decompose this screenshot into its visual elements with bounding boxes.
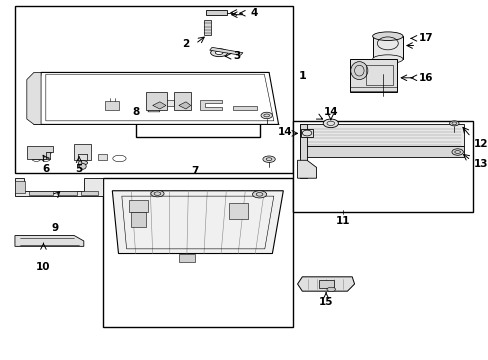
Ellipse shape [150, 190, 164, 197]
Polygon shape [299, 125, 463, 146]
Polygon shape [206, 10, 227, 15]
Bar [162, 100, 174, 107]
Bar [366, 65, 392, 85]
Ellipse shape [263, 156, 275, 162]
Bar [318, 280, 333, 288]
Text: 6: 6 [42, 164, 49, 174]
Polygon shape [145, 92, 166, 110]
Polygon shape [200, 100, 221, 110]
Text: 5: 5 [75, 164, 82, 174]
Ellipse shape [40, 149, 51, 155]
Ellipse shape [451, 149, 463, 155]
Ellipse shape [326, 287, 335, 292]
Bar [292, 121, 472, 212]
Ellipse shape [261, 112, 272, 119]
Ellipse shape [350, 62, 367, 80]
Bar [98, 154, 106, 160]
Text: 11: 11 [335, 216, 349, 226]
Ellipse shape [323, 119, 338, 128]
Polygon shape [228, 203, 247, 220]
Bar [41, 152, 50, 159]
Bar [372, 36, 402, 59]
Text: 17: 17 [418, 33, 432, 43]
Polygon shape [299, 146, 463, 157]
Polygon shape [179, 102, 190, 109]
Polygon shape [203, 20, 211, 35]
Bar [136, 89, 259, 137]
Polygon shape [148, 99, 160, 112]
Polygon shape [27, 72, 41, 125]
Text: 14: 14 [323, 107, 338, 117]
Text: 9: 9 [52, 223, 59, 233]
Ellipse shape [31, 149, 42, 155]
Polygon shape [349, 59, 397, 92]
Polygon shape [27, 146, 53, 159]
Polygon shape [105, 101, 119, 110]
Bar [301, 129, 313, 137]
Ellipse shape [372, 55, 402, 63]
Text: 8: 8 [132, 107, 139, 117]
Polygon shape [74, 144, 91, 160]
Bar [15, 6, 292, 173]
Ellipse shape [215, 51, 223, 54]
Bar [233, 107, 257, 110]
Polygon shape [15, 178, 102, 196]
Polygon shape [152, 102, 165, 109]
Bar [81, 192, 98, 195]
Bar [58, 192, 77, 195]
Ellipse shape [448, 121, 458, 126]
Polygon shape [297, 277, 354, 291]
Polygon shape [15, 181, 25, 193]
Polygon shape [297, 160, 316, 178]
Polygon shape [299, 125, 306, 178]
Text: 3: 3 [233, 51, 240, 61]
Text: 4: 4 [249, 8, 257, 18]
Ellipse shape [78, 161, 87, 165]
Bar [29, 192, 53, 195]
Polygon shape [112, 191, 283, 253]
Polygon shape [209, 47, 243, 55]
Ellipse shape [372, 32, 402, 41]
Bar [102, 178, 292, 327]
Bar [32, 152, 41, 159]
Text: 12: 12 [472, 139, 487, 149]
Ellipse shape [210, 49, 227, 57]
Text: 1: 1 [298, 71, 305, 81]
Polygon shape [179, 253, 195, 262]
Ellipse shape [252, 191, 266, 198]
Text: 7: 7 [190, 166, 198, 176]
Text: 14: 14 [278, 127, 292, 136]
Text: 10: 10 [36, 262, 51, 273]
Polygon shape [129, 200, 148, 212]
Text: 2: 2 [182, 39, 189, 49]
Text: 16: 16 [418, 73, 432, 83]
Text: 15: 15 [318, 297, 333, 307]
Polygon shape [15, 235, 83, 246]
Polygon shape [174, 92, 190, 110]
Ellipse shape [80, 163, 86, 169]
Text: 13: 13 [472, 159, 487, 169]
Polygon shape [131, 212, 145, 226]
Polygon shape [34, 72, 278, 125]
